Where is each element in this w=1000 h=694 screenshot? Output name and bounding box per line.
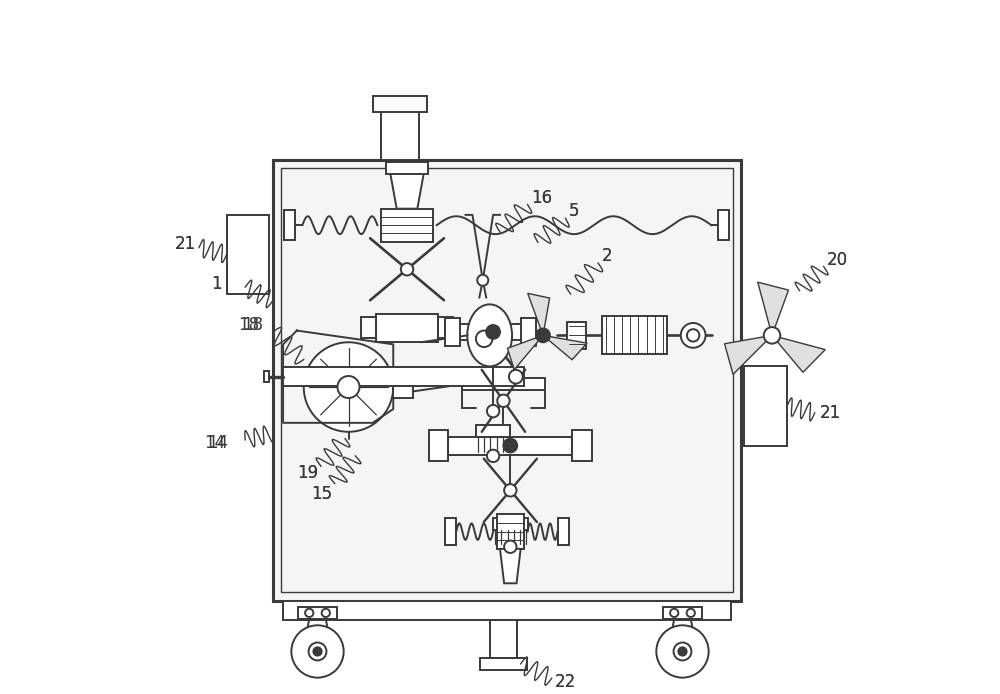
Polygon shape [758, 282, 788, 335]
Polygon shape [507, 335, 543, 370]
Bar [298, 607, 337, 619]
Circle shape [313, 648, 322, 656]
Circle shape [322, 609, 330, 617]
Text: 21: 21 [175, 235, 196, 253]
Circle shape [486, 325, 500, 339]
Text: 19: 19 [297, 464, 318, 482]
Bar [273, 160, 741, 600]
Text: 22: 22 [555, 672, 576, 691]
Bar [521, 318, 536, 346]
Polygon shape [772, 335, 825, 372]
Polygon shape [500, 549, 521, 583]
Text: 14: 14 [207, 434, 228, 452]
Circle shape [304, 342, 393, 432]
Circle shape [476, 330, 492, 347]
Bar [744, 366, 787, 446]
Bar [361, 317, 376, 338]
Text: 15: 15 [311, 485, 332, 502]
Bar [480, 658, 527, 670]
Bar [718, 210, 729, 240]
Bar [602, 316, 667, 355]
Bar [445, 518, 456, 545]
Text: 18: 18 [242, 316, 263, 334]
Circle shape [687, 329, 699, 341]
Text: 18: 18 [238, 316, 259, 334]
Circle shape [687, 609, 695, 617]
Bar [429, 430, 448, 461]
Bar [558, 518, 569, 545]
Bar [284, 210, 295, 240]
Polygon shape [725, 335, 772, 374]
Bar [283, 600, 731, 620]
Circle shape [305, 609, 313, 617]
Circle shape [656, 625, 709, 677]
Text: 20: 20 [827, 251, 848, 269]
Polygon shape [390, 171, 424, 209]
Bar [373, 96, 427, 112]
Bar [227, 215, 269, 294]
Circle shape [337, 376, 360, 398]
Text: 1: 1 [211, 275, 221, 293]
Bar [381, 108, 419, 160]
Text: 1: 1 [211, 275, 221, 293]
Text: 14: 14 [204, 434, 225, 452]
Bar [476, 425, 510, 437]
Bar [445, 318, 460, 346]
Text: 5: 5 [569, 203, 579, 221]
Text: 22: 22 [555, 672, 576, 691]
Circle shape [670, 609, 678, 617]
Bar [663, 607, 702, 619]
Bar [386, 162, 428, 174]
Text: 21: 21 [175, 235, 196, 253]
Circle shape [536, 328, 550, 342]
Text: 16: 16 [531, 189, 552, 207]
Text: 2: 2 [602, 247, 612, 265]
Bar [283, 367, 524, 387]
Circle shape [509, 370, 523, 384]
Circle shape [674, 643, 691, 661]
Bar [448, 437, 572, 455]
Polygon shape [543, 335, 587, 359]
Circle shape [477, 275, 488, 286]
Circle shape [291, 625, 344, 677]
Circle shape [309, 643, 326, 661]
Text: 20: 20 [827, 251, 848, 269]
Circle shape [497, 395, 510, 407]
Circle shape [678, 648, 687, 656]
Ellipse shape [467, 305, 512, 366]
Circle shape [401, 263, 413, 276]
Text: 16: 16 [531, 189, 552, 207]
Circle shape [764, 327, 780, 344]
Bar [497, 514, 524, 549]
Bar [567, 321, 586, 349]
Bar [493, 518, 528, 530]
Circle shape [504, 484, 517, 496]
Bar [376, 314, 438, 341]
Bar [490, 620, 517, 658]
Bar [572, 430, 592, 461]
Bar [459, 324, 528, 339]
Bar [381, 209, 433, 242]
Text: 2: 2 [602, 247, 612, 265]
Text: 21: 21 [820, 404, 841, 422]
Text: 19: 19 [297, 464, 318, 482]
Circle shape [487, 450, 499, 462]
Circle shape [504, 541, 517, 553]
Polygon shape [528, 294, 550, 335]
Text: 5: 5 [569, 203, 579, 221]
Circle shape [681, 323, 706, 348]
Bar [264, 371, 269, 382]
Text: 15: 15 [311, 485, 332, 502]
Bar [281, 168, 733, 592]
Bar [393, 376, 413, 398]
Bar [462, 378, 545, 391]
Text: 21: 21 [820, 404, 841, 422]
Bar [438, 317, 453, 338]
Circle shape [503, 439, 517, 452]
Circle shape [487, 405, 499, 417]
